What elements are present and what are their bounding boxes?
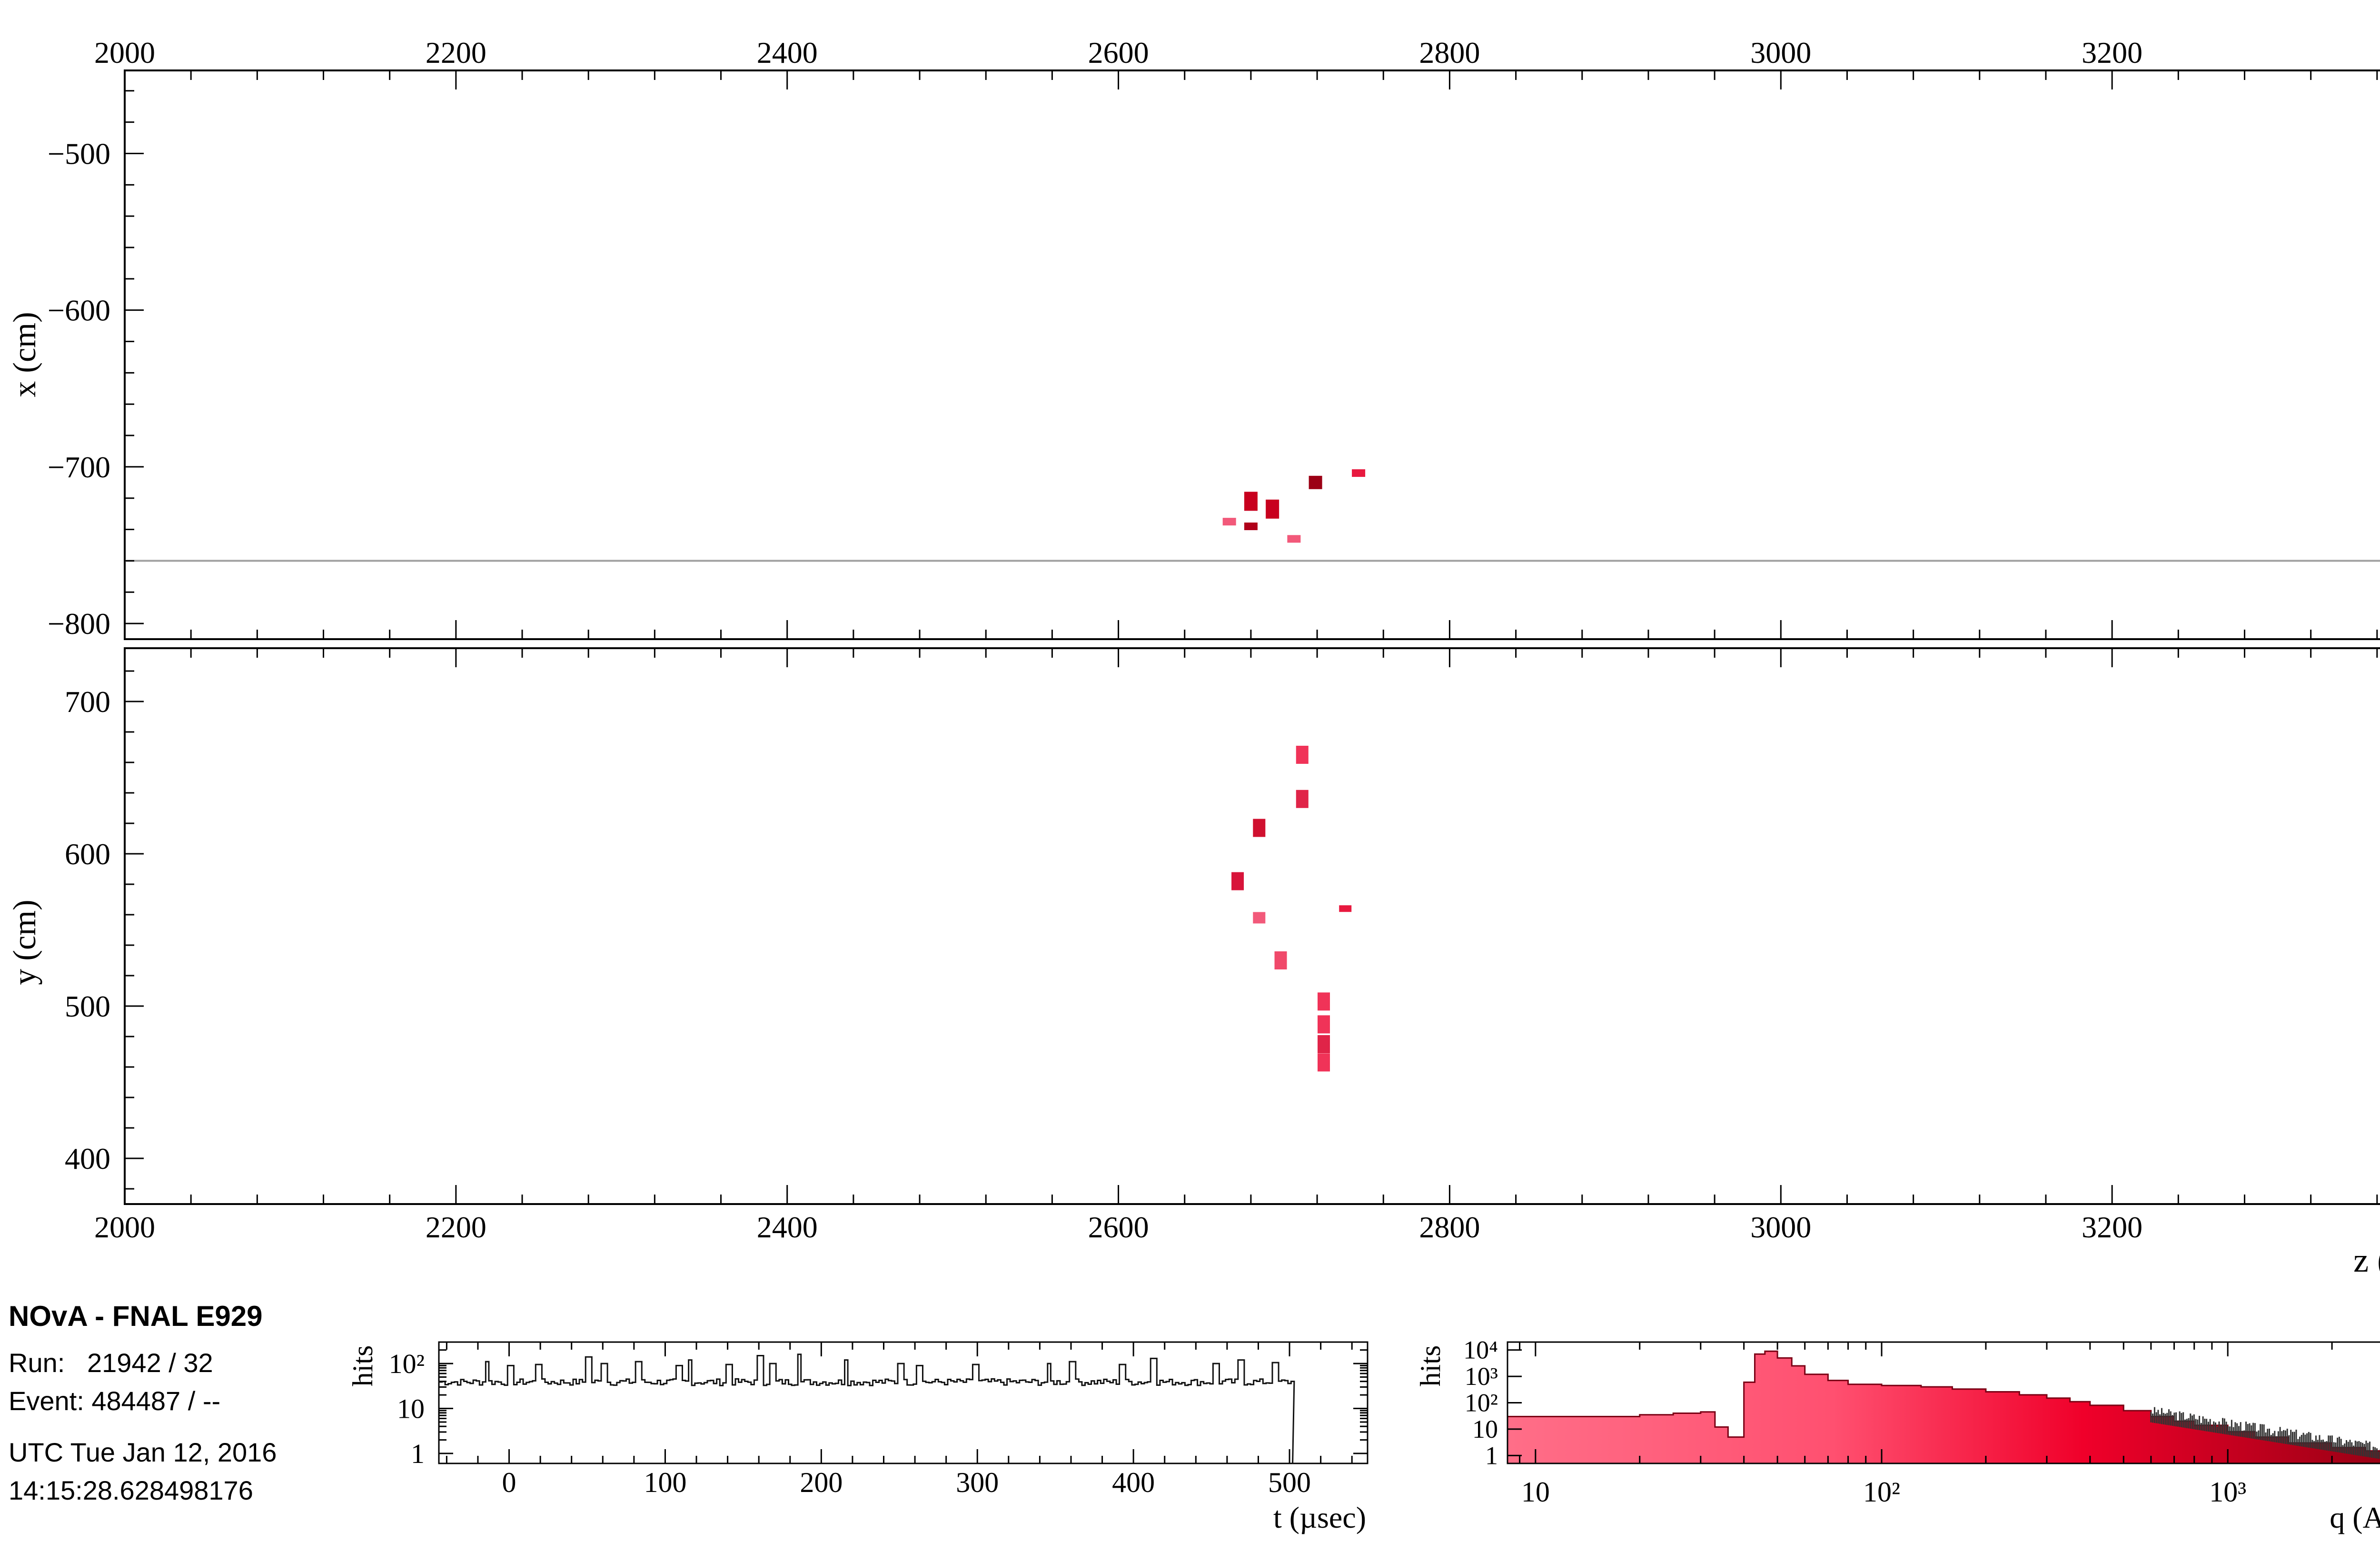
x-tick-label: 3200 (2082, 36, 2142, 69)
yz-view-plot: 20002200240026002800300032003400z (cm)70… (6, 647, 2380, 1279)
time-y-tick-label: 10² (389, 1348, 425, 1379)
yz-hit (1274, 951, 1287, 969)
time-y-tick-label: 10 (397, 1393, 425, 1424)
y-tick-label: −600 (48, 294, 110, 327)
xz-hit (1352, 469, 1366, 477)
x-axis-title: z (cm) (2353, 1241, 2380, 1279)
event-label: Event: (9, 1386, 84, 1416)
time-y-tick-label: 1 (411, 1438, 425, 1469)
time-y-axis-title: hits (347, 1345, 378, 1387)
time-histogram-line (438, 1353, 1295, 1464)
x-tick-label: 3200 (2082, 1210, 2142, 1244)
x-tick-label: 2600 (1088, 1210, 1149, 1244)
xz-hit (1266, 499, 1279, 519)
charge-y-tick-label: 1 (1485, 1441, 1498, 1470)
x-tick-label: 2800 (1419, 1210, 1480, 1244)
time-x-tick-label: 200 (800, 1467, 843, 1498)
run-value: 21942 / 32 (87, 1348, 213, 1378)
charge-y-axis-title: hits (1415, 1345, 1446, 1387)
yz-hit (1296, 746, 1309, 764)
yz-hit (1318, 1015, 1330, 1034)
time-frame (438, 1341, 1368, 1464)
x-tick-label: 2800 (1419, 36, 1480, 69)
time-x-axis-title: t (µsec) (1273, 1501, 1366, 1534)
x-tick-label: 2600 (1088, 36, 1149, 69)
time-x-tick-label: 100 (644, 1467, 686, 1498)
time-histogram-plot: 0 100 200 300 400 500 1 10 10² t (µsec) hits (347, 1341, 1368, 1534)
yz-frame (124, 647, 2380, 1205)
yz-hit (1339, 905, 1352, 912)
xz-view-plot: 20002200240026002800300032003400−500−600… (6, 36, 2380, 641)
y-tick-label: 600 (65, 837, 110, 871)
utc-date: UTC Tue Jan 12, 2016 (9, 1437, 277, 1467)
utc-time: 14:15:28.628498176 (9, 1475, 253, 1505)
x-tick-label: 2400 (757, 1210, 818, 1244)
charge-y-tick-label: 10³ (1465, 1362, 1498, 1391)
xz-hit (1222, 518, 1236, 526)
xz-hit (1287, 535, 1301, 543)
charge-x-tick-label: 10³ (2209, 1476, 2246, 1508)
x-tick-label: 2200 (426, 1210, 486, 1244)
yz-hit (1296, 790, 1309, 808)
yz-hit (1318, 992, 1330, 1011)
time-x-tick-label: 0 (502, 1467, 516, 1498)
run-line: Run: 21942 / 32 (9, 1344, 342, 1382)
charge-y-tick-label: 10 (1472, 1415, 1498, 1443)
y-axis-title: y (cm) (6, 899, 42, 985)
charge-y-tick-label: 10² (1465, 1389, 1498, 1417)
y-tick-label: 400 (65, 1142, 110, 1176)
y-tick-label: 500 (65, 989, 110, 1023)
x-tick-label: 2000 (94, 1210, 155, 1244)
event-value: 484487 / -- (91, 1386, 221, 1416)
x-tick-label: 2200 (426, 36, 486, 69)
xz-hit (1244, 492, 1258, 511)
xz-frame (124, 69, 2380, 640)
experiment-title: NOvA - FNAL E929 (9, 1300, 263, 1332)
y-tick-label: 700 (65, 685, 110, 719)
y-tick-label: −800 (48, 607, 110, 641)
event-line: Event: 484487 / -- (9, 1382, 342, 1420)
y-tick-label: −500 (48, 137, 110, 170)
x-tick-label: 3000 (1750, 36, 1811, 69)
run-label: Run: (9, 1348, 65, 1378)
run-info-panel: NOvA - FNAL E929 Run: 21942 / 32 Event: … (9, 1299, 342, 1510)
time-x-tick-label: 400 (1112, 1467, 1155, 1498)
yz-hit (1253, 912, 1266, 924)
charge-x-tick-label: 10² (1863, 1476, 1900, 1508)
x-tick-label: 3000 (1750, 1210, 1811, 1244)
y-tick-label: −700 (48, 450, 110, 484)
x-tick-label: 2000 (94, 36, 155, 69)
time-x-tick-label: 300 (956, 1467, 999, 1498)
xz-hit (1309, 475, 1322, 489)
charge-y-tick-label: 10⁴ (1463, 1336, 1498, 1364)
yz-hit (1318, 1053, 1330, 1072)
charge-x-axis-title: q (ADC) (2330, 1501, 2380, 1534)
time-x-tick-label: 500 (1268, 1467, 1311, 1498)
yz-hit (1318, 1035, 1330, 1053)
charge-x-tick-label: 10 (1521, 1476, 1550, 1508)
yz-hit (1253, 819, 1266, 837)
y-axis-title: x (cm) (6, 312, 42, 397)
x-tick-label: 2400 (757, 36, 818, 69)
yz-hit (1231, 872, 1244, 890)
charge-histogram-area (1507, 1350, 2380, 1464)
xz-hit (1244, 522, 1258, 530)
charge-tail-noise (2150, 1407, 2380, 1459)
